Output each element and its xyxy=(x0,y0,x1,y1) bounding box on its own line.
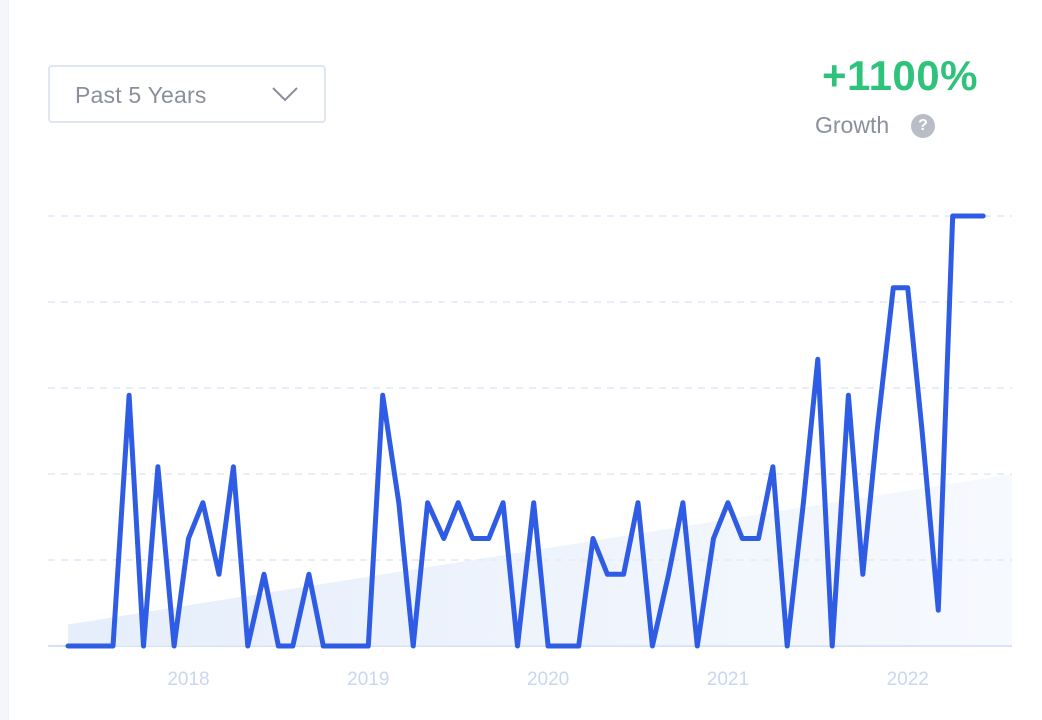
x-tick-label: 2019 xyxy=(347,669,389,690)
growth-value: +1100% xyxy=(822,52,978,99)
period-select[interactable]: Past 5 Years xyxy=(48,65,326,123)
x-tick-label: 2020 xyxy=(527,669,569,690)
x-tick-label: 2018 xyxy=(167,669,209,690)
chevron-down-icon xyxy=(272,87,298,102)
series-line xyxy=(65,213,986,649)
period-select-label: Past 5 Years xyxy=(75,82,207,108)
x-tick-label: 2021 xyxy=(707,669,749,690)
left-rail xyxy=(0,0,9,720)
growth-caption: Growth xyxy=(815,112,890,138)
x-tick-label: 2022 xyxy=(887,669,929,690)
question-circle-icon[interactable]: ? xyxy=(911,114,935,138)
